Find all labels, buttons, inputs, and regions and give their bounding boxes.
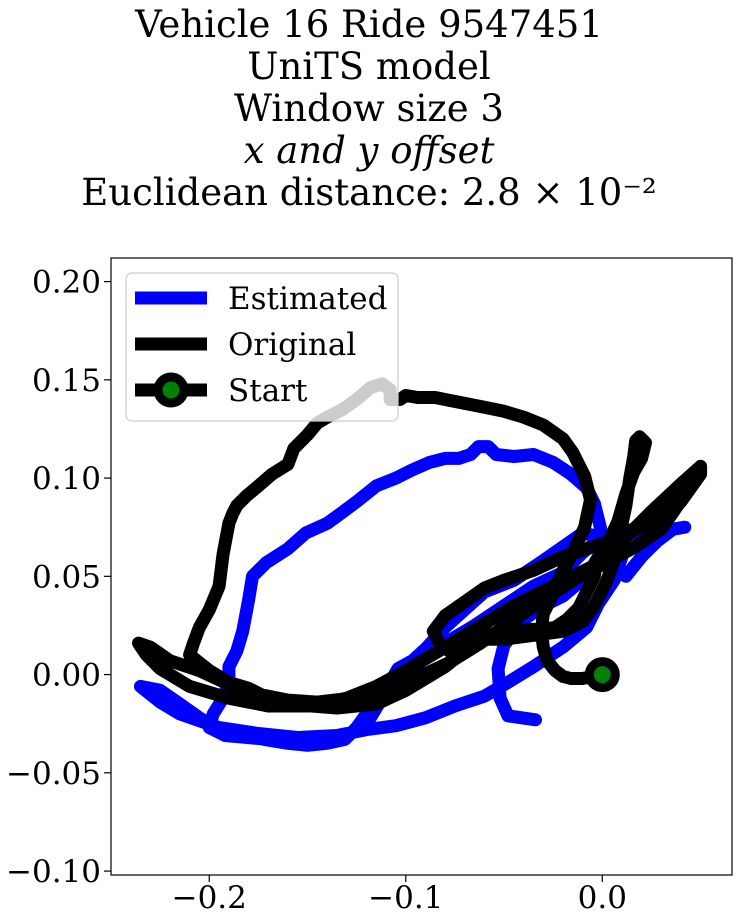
legend-label-estimated: Estimated <box>228 281 387 317</box>
chart-title: Vehicle 16 Ride 9547451 UniTS model Wind… <box>0 0 738 220</box>
y-tick-label: 0.15 <box>32 363 101 399</box>
legend-label-start: Start <box>228 373 308 409</box>
plot-frame <box>110 257 733 876</box>
y-tick-label: 0.20 <box>32 265 101 301</box>
title-line-5: Euclidean distance: 2.8 × 10⁻² <box>81 171 657 214</box>
y-tick-label: 0.10 <box>32 461 101 497</box>
y-tick-label: −0.05 <box>6 756 101 792</box>
y-tick-label: −0.10 <box>6 854 101 890</box>
axes-layer: −0.2 −0.1 0.0 0.20 0.15 0.10 0.05 0.00 −0.05 −0.1… <box>6 265 627 916</box>
title-line-1: Vehicle 16 Ride 9547451 <box>135 3 603 46</box>
x-tick-label: 0.0 <box>578 880 627 916</box>
y-tick-label: 0.05 <box>32 559 101 595</box>
legend-swatch-start-marker <box>153 372 189 408</box>
x-tick-label: −0.1 <box>368 880 443 916</box>
y-tick-label: 0.00 <box>32 658 101 694</box>
legend-label-original: Original <box>228 327 356 363</box>
start-point-marker <box>584 657 620 693</box>
title-line-3: Window size 3 <box>234 87 504 130</box>
series-layer <box>132 377 708 752</box>
title-line-4: x and y offset <box>243 129 495 172</box>
x-tick-label: −0.2 <box>172 880 247 916</box>
legend: Estimated Original Start <box>125 272 399 422</box>
title-line-2: UniTS model <box>247 45 491 88</box>
series-line-original <box>132 377 708 715</box>
